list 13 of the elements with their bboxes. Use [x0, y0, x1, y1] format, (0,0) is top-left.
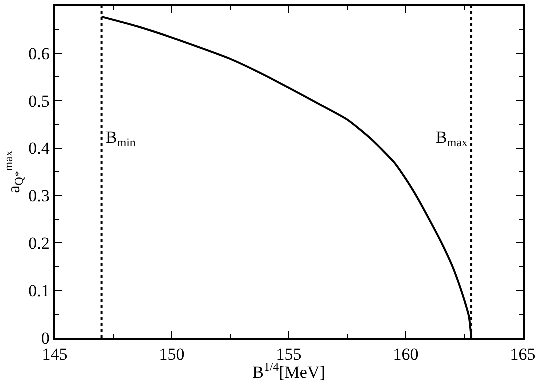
- y-tick-label: 0.4: [28, 139, 50, 158]
- x-tick-label: 160: [393, 345, 419, 364]
- ref-line-label: B$_{min}$: [106, 128, 136, 150]
- y-tick-label: 0: [41, 328, 50, 348]
- y-tick-label: 0.1: [28, 282, 50, 301]
- x-tick-label: 145: [42, 345, 68, 364]
- x-tick-label: 150: [159, 345, 185, 364]
- ref-line-label: B$_{max}$: [436, 128, 468, 150]
- y-tick-label: 0.6: [28, 44, 50, 64]
- x-tick-label: 165: [510, 345, 536, 364]
- y-tick-label: 0.3: [28, 186, 50, 206]
- y-tick-label: 0.5: [28, 92, 50, 111]
- y-tick-label: 0.2: [28, 234, 50, 254]
